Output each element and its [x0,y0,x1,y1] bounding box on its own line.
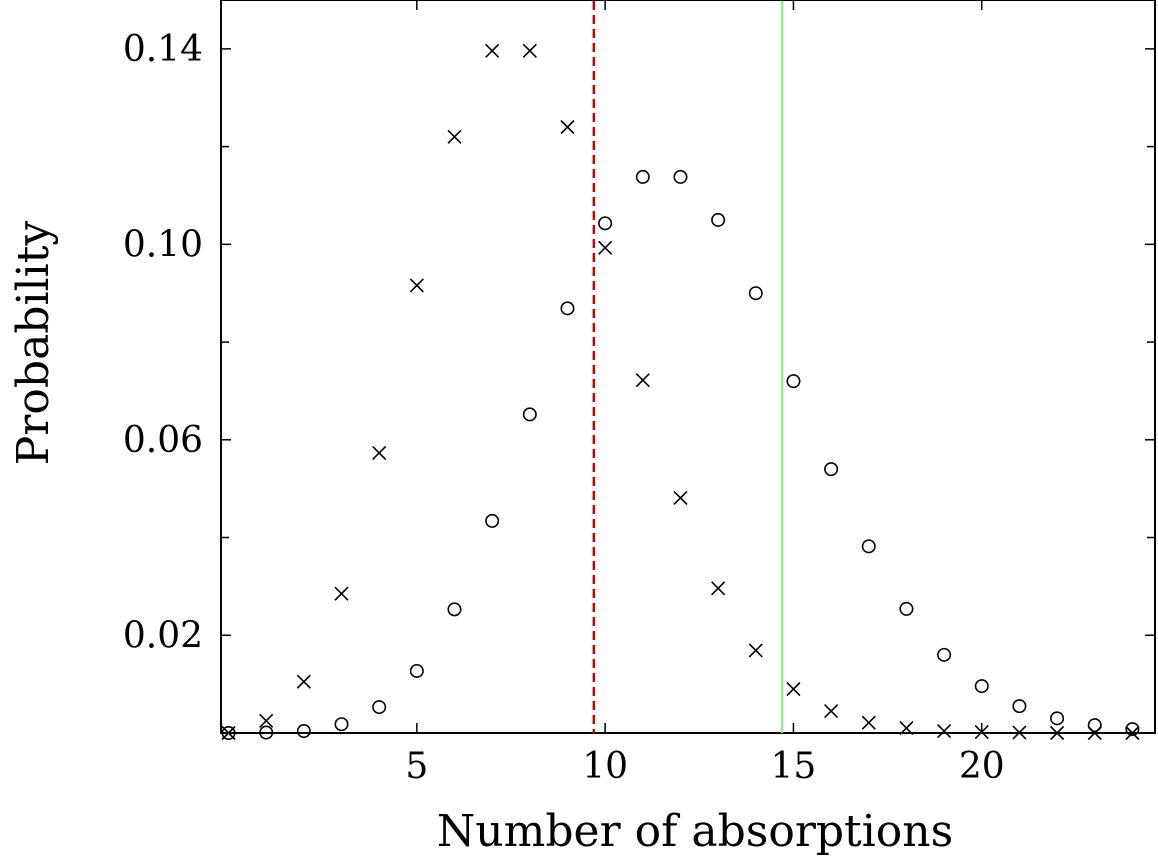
cross-stroke [861,715,876,730]
point-circle [447,602,462,617]
point-cross [824,703,839,719]
point-circle [221,725,236,740]
point-cross [937,723,952,739]
cross-stroke [974,724,989,740]
cross-stroke [447,129,462,144]
point-circle [409,663,424,678]
cross-stroke [824,703,839,719]
point-cross [673,490,688,506]
point-circle [824,462,839,477]
point-circle [1050,711,1065,726]
cross-stroke [1125,725,1140,741]
y-tick-label: 0.10 [123,224,203,265]
point-cross [1125,725,1140,741]
point-cross [635,373,650,388]
point-circle [899,601,914,616]
x-axis-title: Number of absorptions [437,806,953,857]
point-cross [974,724,989,740]
point-cross [372,445,387,461]
point-cross [522,43,537,58]
point-circle [974,679,989,694]
point-circle [1087,718,1102,733]
point-cross [259,713,274,728]
cross-stroke [485,43,500,58]
point-circle [1125,722,1140,737]
point-circle [1012,699,1027,714]
point-cross [899,721,914,736]
point-cross [560,119,575,135]
point-cross [334,586,349,601]
cross-stroke [786,681,801,697]
cross-stroke [899,721,914,736]
point-circle [560,301,575,316]
cross-stroke [372,445,387,461]
point-circle [937,647,952,662]
y-tick-label: 0.02 [123,615,203,656]
point-cross [598,240,613,255]
point-cross [447,129,462,144]
tick-marks [221,0,1155,733]
point-cross [786,681,801,697]
x-tick-label: 5 [405,746,428,787]
point-cross [485,43,500,58]
y-tick-label: 0.14 [123,29,203,70]
data-points [221,43,1140,741]
point-circle [296,724,311,739]
cross-stroke [560,119,575,135]
cross-stroke [522,43,537,58]
cross-stroke [711,581,726,596]
cross-stroke [409,278,424,293]
reference-lines [592,1,784,733]
point-circle [711,212,726,227]
cross-stroke [673,490,688,506]
point-cross [296,674,311,689]
point-circle [673,169,688,184]
cross-stroke [1012,725,1027,740]
cross-stroke [259,713,274,728]
point-circle [748,286,763,301]
tick-labels: 5 10 15 20 0.02 0.06 0.10 0.14 [123,29,1005,787]
point-cross [711,581,726,596]
x-tick-label: 20 [959,746,1005,787]
point-cross [409,278,424,293]
plot-frame [220,0,1156,734]
point-circle [786,374,801,389]
cross-stroke [296,674,311,689]
cross-stroke [598,240,613,255]
point-circle [598,216,613,231]
point-circle [485,513,500,528]
point-cross [1050,725,1065,741]
x-tick-label: 15 [771,746,817,787]
cross-stroke [1050,725,1065,741]
cross-stroke [937,723,952,739]
point-circle [522,407,537,422]
cross-stroke [635,373,650,388]
cross-stroke [748,643,763,658]
y-axis-title: Probability [8,221,59,466]
point-circle [861,539,876,554]
point-circle [334,717,349,732]
point-cross [748,643,763,658]
x-tick-label: 10 [582,746,628,787]
point-circle [372,700,387,715]
point-cross [861,715,876,730]
point-circle [635,169,650,184]
cross-stroke [334,586,349,601]
point-circle [259,725,274,740]
point-cross [1012,725,1027,740]
y-tick-label: 0.06 [123,420,203,461]
